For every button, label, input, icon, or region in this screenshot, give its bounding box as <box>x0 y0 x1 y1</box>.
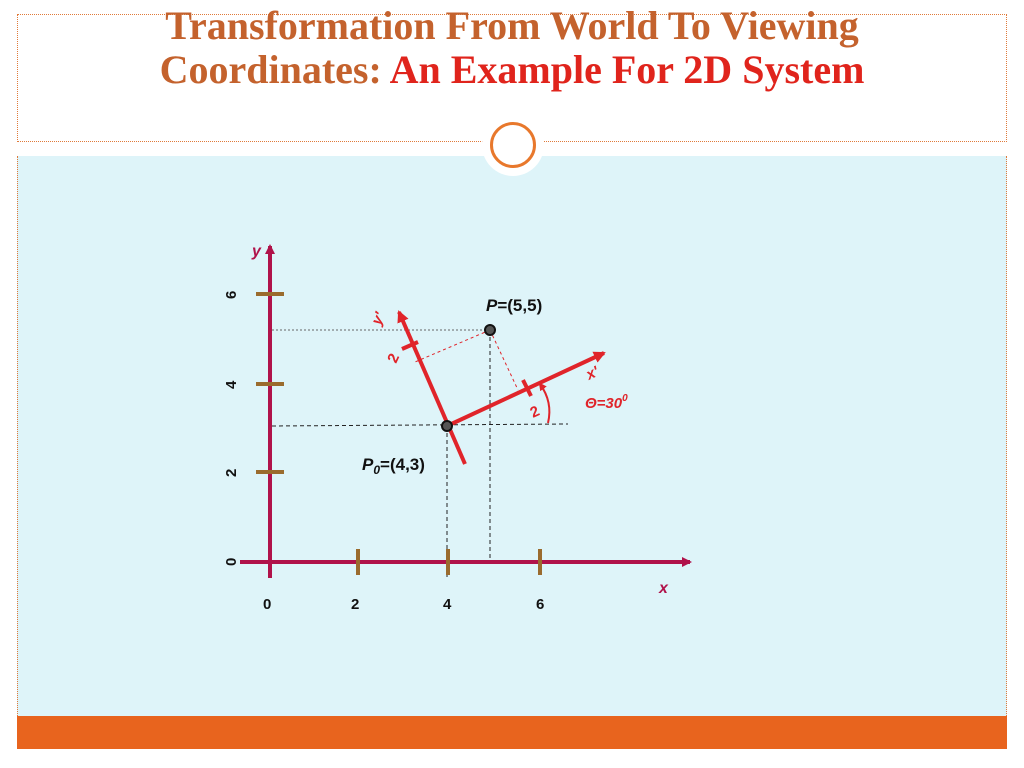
y-prime-label: y' <box>368 309 389 328</box>
point-p0 <box>441 420 453 432</box>
frame-left-border <box>17 14 19 142</box>
point-p-label: P=(5,5) <box>486 296 542 315</box>
frame-right-border <box>1006 14 1008 142</box>
x-ticks <box>356 549 542 575</box>
y-ticks <box>256 292 284 474</box>
y-axis-label: y <box>251 243 262 260</box>
ring-inner-circle <box>490 122 536 168</box>
guide-lines <box>271 329 569 578</box>
title-line-1: Transformation From World To Viewing <box>165 3 859 48</box>
y-tick-label-4: 4 <box>223 380 240 389</box>
theta-label-superscript: 0 <box>622 393 628 404</box>
x-axis-label: x <box>658 580 669 597</box>
x-prime-tick-label: 2 <box>528 403 543 422</box>
y-tick-label-2: 2 <box>223 469 240 477</box>
content-panel <box>17 156 1007 716</box>
theta-label: Θ=300 <box>585 393 628 412</box>
theta-label-value: Θ=30 <box>585 395 623 412</box>
point-p <box>484 324 496 336</box>
point-p-label-name: P <box>486 296 498 315</box>
point-p-label-value: =(5,5) <box>497 296 542 315</box>
x-tick-label-4: 4 <box>443 596 452 613</box>
x-tick-label-6: 6 <box>536 596 544 613</box>
x-tick-label-2: 2 <box>351 596 359 613</box>
point-p0-label-name: P <box>362 455 374 474</box>
guide-p0-horizontal <box>271 423 569 427</box>
y-prime-tick-label: 2 <box>384 351 403 366</box>
title-line-2-accent: An Example For 2D System <box>389 47 865 92</box>
title-line-2: Coordinates: An Example For 2D System <box>20 48 1004 92</box>
y-tick-label-6: 6 <box>223 291 240 299</box>
y-prime-tick <box>401 340 419 351</box>
x-prime-tick <box>521 379 533 397</box>
point-p0-label-subscript: 0 <box>373 463 380 477</box>
x-prime-axis <box>446 351 606 428</box>
x-prime-label: x' <box>583 363 602 384</box>
slide-title: Transformation From World To Viewing Coo… <box>20 4 1004 92</box>
frame-top-border <box>17 14 1007 16</box>
y-tick-label-0: 0 <box>223 558 240 566</box>
projection-to-yprime <box>414 329 491 363</box>
theta-arc <box>538 382 551 424</box>
y-prime-axis <box>397 310 467 465</box>
bottom-bar <box>17 716 1007 749</box>
title-line-2-plain: Coordinates: <box>159 47 390 92</box>
projection-to-xprime <box>489 329 519 391</box>
point-p0-label: P0=(4,3) <box>362 455 425 477</box>
x-tick-label-0: 0 <box>263 596 271 613</box>
ring-ornament-icon <box>482 114 544 176</box>
point-p0-label-value: =(4,3) <box>380 455 425 474</box>
